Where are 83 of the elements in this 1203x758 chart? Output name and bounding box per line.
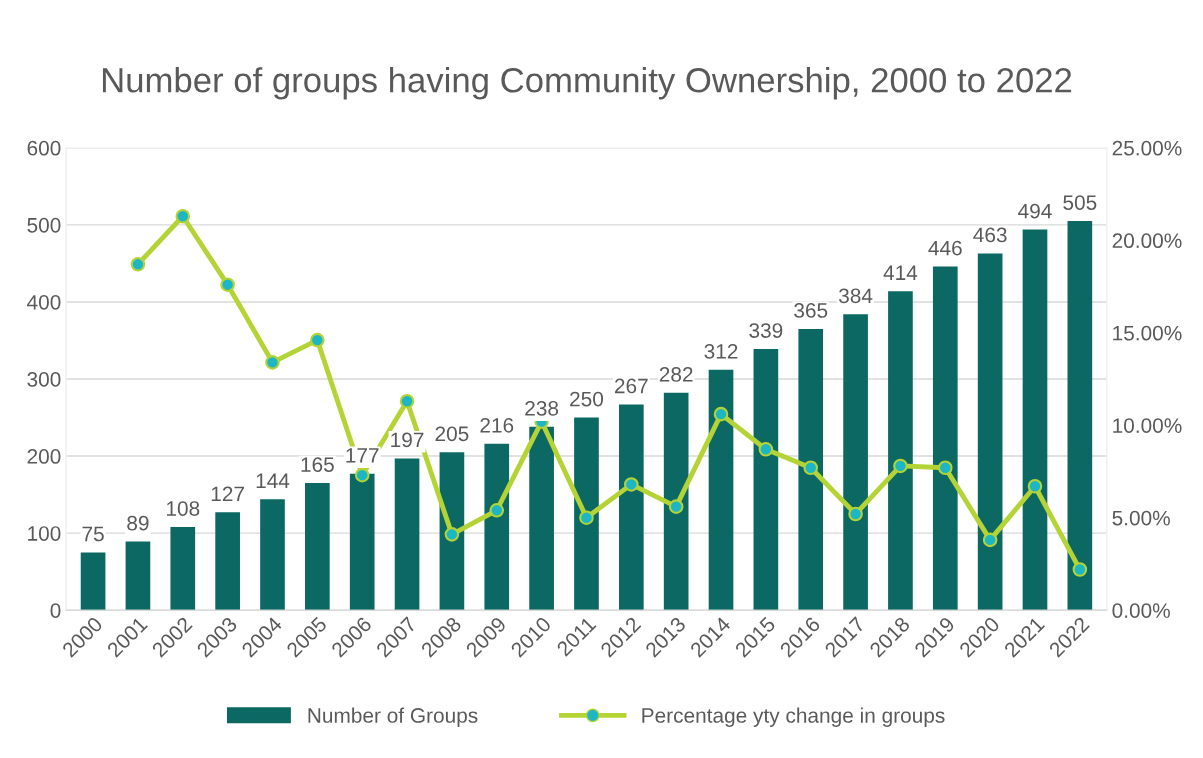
point bbox=[938, 460, 953, 476]
y-tick-label: 200 bbox=[27, 449, 61, 464]
data-label: 339 bbox=[749, 323, 783, 338]
data-label: 365 bbox=[794, 303, 828, 318]
y-tick-label: 100 bbox=[28, 526, 61, 541]
point bbox=[130, 257, 146, 272]
point bbox=[489, 503, 505, 518]
data-label: 505 bbox=[1063, 195, 1097, 210]
bar bbox=[708, 369, 734, 611]
data-label: 312 bbox=[704, 343, 738, 359]
bar bbox=[843, 314, 868, 611]
data-label: 75 bbox=[82, 526, 104, 542]
point bbox=[893, 458, 908, 474]
point bbox=[848, 506, 863, 522]
bar bbox=[394, 458, 420, 611]
point bbox=[803, 460, 819, 476]
y-tick-label: 500 bbox=[27, 217, 61, 233]
point bbox=[1072, 562, 1088, 577]
bar bbox=[529, 426, 554, 611]
point bbox=[444, 527, 460, 542]
bar bbox=[618, 404, 644, 611]
data-label: 216 bbox=[480, 417, 514, 433]
point bbox=[668, 499, 684, 514]
data-label: 282 bbox=[659, 367, 693, 382]
y2-tick-label: 25.00% bbox=[1112, 140, 1182, 156]
bar bbox=[80, 552, 106, 611]
data-label: 384 bbox=[839, 288, 873, 304]
data-label: 89 bbox=[127, 515, 149, 531]
point bbox=[310, 332, 325, 348]
bar bbox=[260, 499, 285, 611]
y2-tick-label: 5.00% bbox=[1112, 510, 1170, 526]
y-tick-label: 400 bbox=[27, 294, 61, 310]
point bbox=[354, 467, 370, 483]
data-label: 463 bbox=[973, 227, 1007, 243]
y-tick-label: 0 bbox=[50, 603, 61, 618]
bar bbox=[215, 512, 240, 611]
y-tick-label: 300 bbox=[27, 372, 61, 387]
bar bbox=[574, 417, 599, 611]
bar bbox=[125, 541, 151, 611]
bar bbox=[888, 291, 913, 611]
data-label: 250 bbox=[570, 391, 604, 407]
point bbox=[982, 532, 998, 548]
chart-title: Number of groups having Community Ownership, 2000 to 2022 bbox=[102, 67, 1072, 100]
data-label: 197 bbox=[391, 432, 424, 448]
data-label: 108 bbox=[166, 501, 200, 516]
point bbox=[579, 510, 594, 525]
bar bbox=[1067, 221, 1093, 611]
point bbox=[265, 355, 280, 370]
point bbox=[220, 277, 235, 292]
bar bbox=[484, 443, 510, 611]
legend-label: Number of Groups bbox=[308, 707, 478, 727]
data-label: 127 bbox=[211, 486, 244, 502]
bar bbox=[439, 452, 465, 611]
point bbox=[399, 393, 415, 409]
bar bbox=[932, 266, 958, 611]
bar bbox=[663, 392, 689, 611]
data-label: 238 bbox=[525, 400, 559, 416]
point bbox=[713, 406, 729, 422]
bar bbox=[305, 483, 330, 611]
y2-tick-label: 0.00% bbox=[1112, 603, 1170, 618]
bar bbox=[798, 328, 824, 611]
bar bbox=[1022, 229, 1048, 611]
point bbox=[624, 477, 639, 492]
y2-tick-label: 20.00% bbox=[1112, 233, 1182, 249]
bar bbox=[349, 473, 375, 611]
data-label: 414 bbox=[883, 265, 918, 280]
y2-tick-label: 15.00% bbox=[1113, 325, 1182, 341]
legend-label: Percentage yty change in groups bbox=[642, 707, 945, 727]
bar bbox=[977, 253, 1003, 611]
data-label: 494 bbox=[1018, 203, 1052, 219]
data-label: 205 bbox=[435, 426, 469, 442]
point bbox=[175, 208, 191, 224]
y2-tick-label: 10.00% bbox=[1113, 418, 1182, 433]
data-label: 144 bbox=[256, 473, 290, 488]
point bbox=[758, 441, 774, 457]
data-label: 446 bbox=[928, 240, 962, 256]
data-label: 267 bbox=[614, 378, 648, 394]
data-label: 177 bbox=[346, 448, 379, 463]
bar bbox=[170, 526, 196, 611]
y-tick-label: 600 bbox=[27, 140, 61, 156]
data-label: 165 bbox=[301, 457, 334, 472]
point bbox=[1027, 478, 1043, 494]
bar bbox=[753, 348, 779, 611]
